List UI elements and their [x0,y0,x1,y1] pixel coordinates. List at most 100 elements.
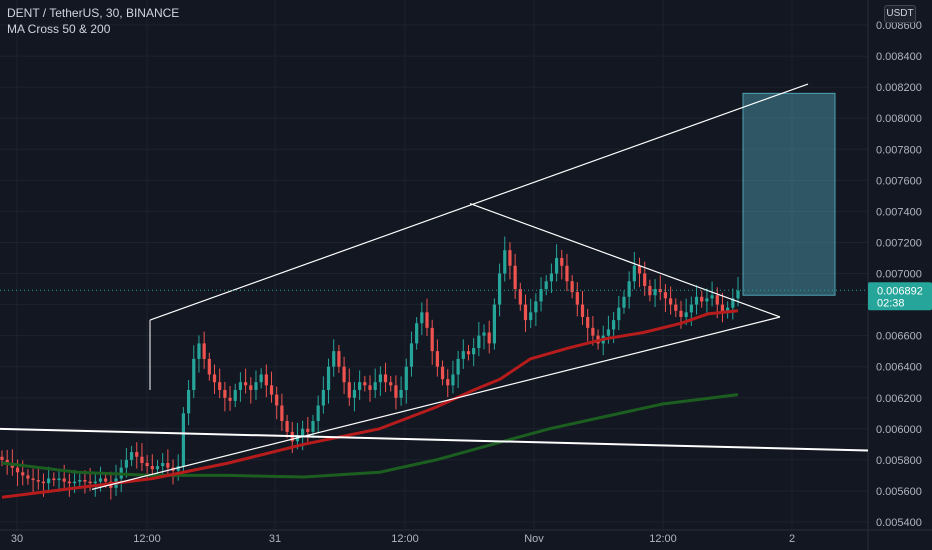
candle-body[interactable] [264,374,268,386]
candle-body[interactable] [679,310,683,317]
candle-body[interactable] [186,389,191,414]
candle-body[interactable] [155,466,160,470]
candle-body[interactable] [342,366,346,383]
candle-body[interactable] [472,348,476,355]
symbol-title[interactable]: DENT / TetherUS, 30, BINANCE [7,6,180,20]
candle-body[interactable] [430,327,434,352]
candle-body[interactable] [373,382,377,390]
candle-body[interactable] [726,307,730,313]
candle-body[interactable] [306,428,310,432]
candle-body[interactable] [254,382,258,390]
candle-body[interactable] [534,301,538,313]
triangle-resistance-line[interactable] [469,203,781,318]
candle-body[interactable] [161,462,165,467]
candle-body[interactable] [570,281,574,293]
candle-body[interactable] [529,312,533,321]
candle-body[interactable] [720,304,725,313]
ma-200-line[interactable] [1,393,739,479]
candle-body[interactable] [233,389,237,401]
candle-body[interactable] [93,481,97,484]
candle-body[interactable] [425,312,429,328]
candle-body[interactable] [301,428,305,437]
candle-body[interactable] [731,298,735,308]
candle-body[interactable] [503,250,507,274]
candle-body[interactable] [129,452,134,460]
candle-body[interactable] [508,250,512,266]
candle-body[interactable] [57,478,61,481]
candle-body[interactable] [643,273,647,286]
candle-body[interactable] [539,289,543,302]
triangle-support-line[interactable] [91,316,781,490]
candle-body[interactable] [275,394,279,406]
candle-body[interactable] [544,281,548,290]
candle-body[interactable] [694,296,699,305]
candle-body[interactable] [145,462,149,467]
candle-body[interactable] [404,366,408,390]
candle-body[interactable] [451,374,455,386]
candle-body[interactable] [26,475,30,479]
candle-body[interactable] [197,343,201,359]
candle-body[interactable] [36,480,40,482]
candle-body[interactable] [663,292,668,299]
candle-body[interactable] [212,374,217,383]
candle-body[interactable] [62,478,66,482]
candle-body[interactable] [622,296,626,308]
candle-body[interactable] [259,374,263,383]
candle-body[interactable] [135,452,139,457]
candle-body[interactable] [518,289,522,305]
candle-body[interactable] [705,298,709,302]
candle-body[interactable] [352,389,357,398]
candle-body[interactable] [181,413,186,467]
candle-body[interactable] [627,281,631,297]
candle-body[interactable] [368,385,372,390]
candle-body[interactable] [399,389,403,398]
candle-body[interactable] [358,382,362,390]
candle-body[interactable] [176,466,180,471]
candle-body[interactable] [492,304,497,344]
candle-body[interactable] [575,292,579,305]
candle-body[interactable] [238,382,243,390]
candle-body[interactable] [15,467,20,473]
candle-body[interactable] [47,478,51,484]
candle-body[interactable] [606,329,611,336]
candle-body[interactable] [347,382,351,398]
candle-body[interactable] [487,332,491,344]
candle-body[interactable] [632,265,636,282]
candle-body[interactable] [321,389,325,406]
candle-body[interactable] [295,436,300,442]
candle-body[interactable] [243,382,248,386]
candle-body[interactable] [653,289,657,296]
candle-body[interactable] [207,358,211,375]
channel-upper-trendline[interactable] [149,83,809,321]
candle-body[interactable] [565,265,569,282]
candle-body[interactable] [5,459,9,463]
candle-body[interactable] [98,478,103,482]
candle-body[interactable] [166,462,170,468]
candle-body[interactable] [0,456,4,460]
ma-50-line[interactable] [1,309,739,499]
current-price-label[interactable] [868,282,932,311]
candle-body[interactable] [497,273,502,305]
candle-body[interactable] [591,327,595,336]
candle-body[interactable] [586,316,590,328]
candle-body[interactable] [440,366,445,380]
candle-body[interactable] [456,358,460,375]
candle-body[interactable] [83,480,87,482]
candle-body[interactable] [611,320,616,330]
candle-body[interactable] [150,466,154,470]
candle-body[interactable] [285,421,289,432]
candle-body[interactable] [461,351,465,359]
candle-body[interactable] [316,405,320,422]
candle-body[interactable] [689,304,693,313]
candle-body[interactable] [104,478,108,482]
candle-body[interactable] [280,405,284,422]
candle-body[interactable] [332,351,336,367]
target-zone-box[interactable] [742,92,836,296]
candle-body[interactable] [378,374,382,383]
currency-badge[interactable]: USDT [884,5,916,23]
candle-body[interactable] [648,285,652,296]
candle-body[interactable] [435,351,439,367]
candle-body[interactable] [31,478,35,481]
candle-body[interactable] [477,335,481,349]
